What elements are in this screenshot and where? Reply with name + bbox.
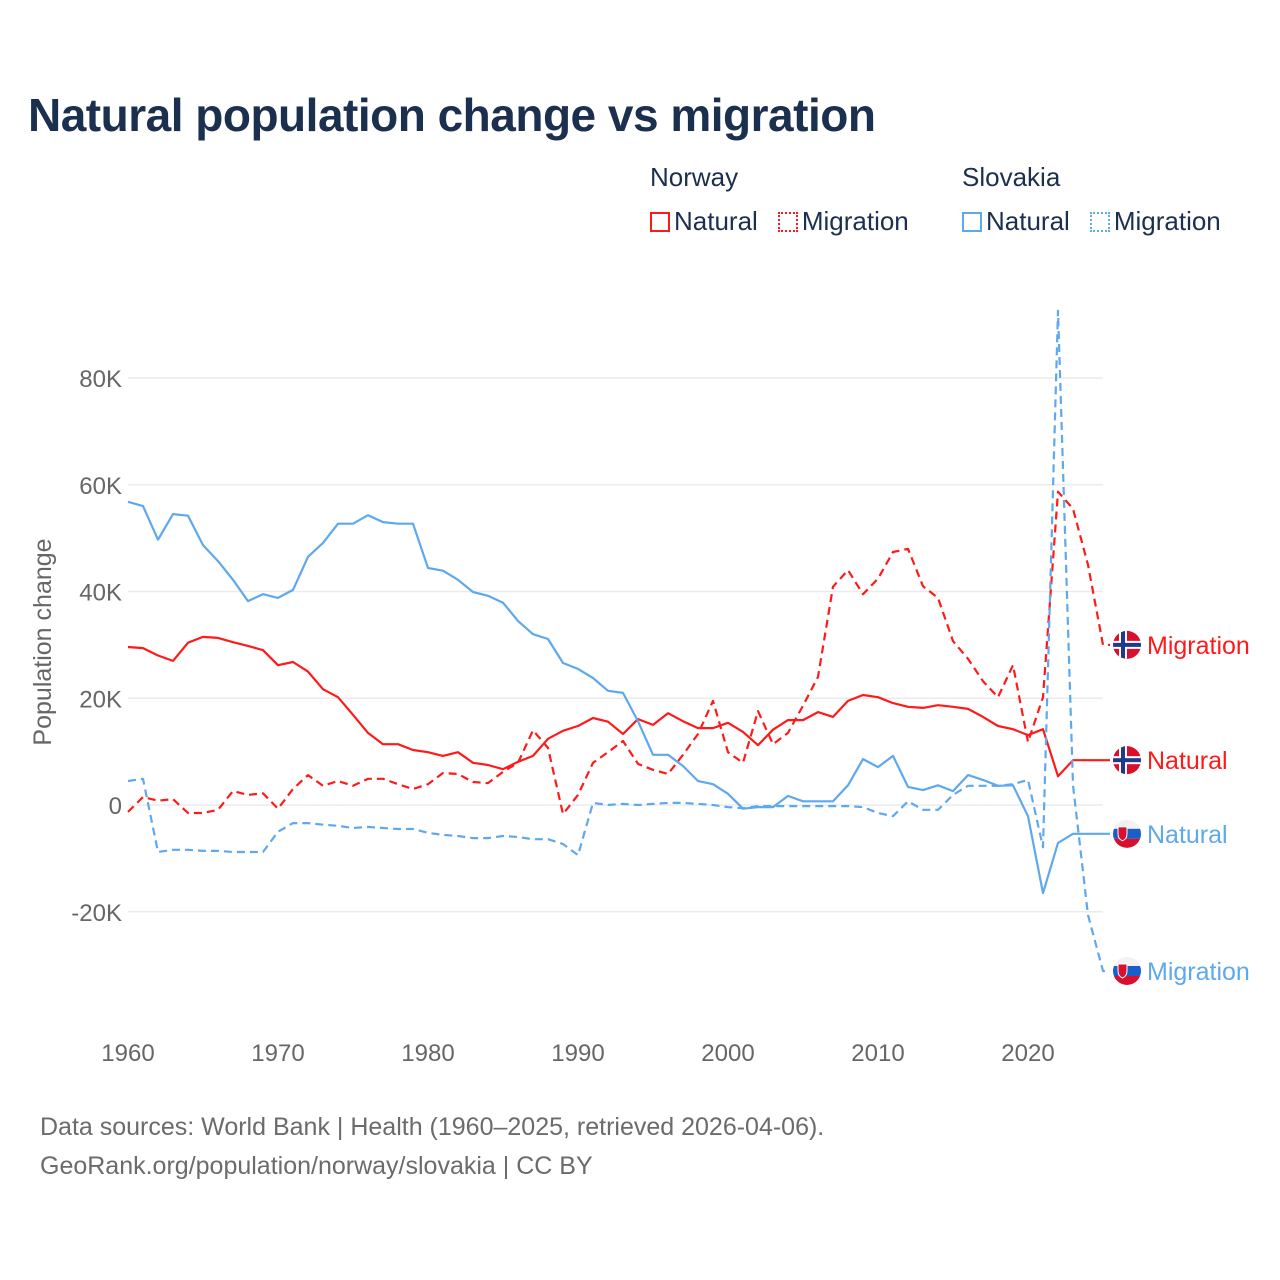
y-tick-label: -20K (71, 900, 122, 927)
legend-label: Natural (674, 206, 758, 236)
series-lines (127, 309, 1110, 973)
x-tick-label: 1970 (251, 1040, 304, 1067)
legend-slovakia-natural[interactable]: Natural (962, 206, 1070, 237)
y-tick-label: 80K (79, 366, 122, 393)
slovakia-flag-icon (1113, 819, 1141, 848)
legend-country-slovakia: Slovakia (962, 162, 1061, 192)
y-tick-label: 20K (79, 686, 122, 713)
slovakia-flag-icon (1113, 956, 1141, 985)
legend-norway-migration[interactable]: Migration (777, 206, 909, 237)
y-tick-label: 60K (79, 473, 122, 500)
end-label-norway-natural: Natural (1147, 747, 1228, 775)
legend-label: Migration (1113, 206, 1221, 236)
legend-label: Natural (986, 206, 1070, 236)
end-labels: Natural Migration Natural Migration (1113, 630, 1250, 986)
legend-swatch-solid-icon (650, 211, 670, 232)
legend-swatch-dotted-icon (1089, 211, 1110, 232)
x-tick-label: 2000 (701, 1040, 754, 1067)
end-label-slovakia-natural: Natural (1147, 821, 1228, 849)
legend-label: Migration (801, 206, 909, 236)
attribution-link[interactable]: GeoRank.org/population/norway/slovakia |… (40, 1152, 593, 1180)
x-tick-label: 1990 (551, 1040, 604, 1067)
legend-country-norway: Norway (650, 162, 739, 192)
data-source-text: Data sources: World Bank | Health (1960–… (40, 1113, 825, 1141)
norway-flag-icon (1113, 746, 1141, 775)
legend-swatch-dotted-icon (777, 211, 798, 232)
chart-title: Natural population change vs migration (28, 89, 876, 141)
legend-norway: Norway Natural Migration (650, 162, 929, 237)
x-tick-label: 1980 (401, 1040, 454, 1067)
end-label-norway-migration: Migration (1147, 632, 1250, 660)
series-line-norway-migration (127, 490, 1110, 816)
footer: Data sources: World Bank | Health (1960–… (40, 1108, 824, 1186)
legend-swatch-solid-icon (962, 211, 982, 232)
series-line-slovakia-natural (127, 500, 1110, 895)
legend-slovakia: Slovakia Natural Migration (962, 162, 1241, 237)
end-label-slovakia-migration: Migration (1147, 958, 1250, 986)
legend-slovakia-migration[interactable]: Migration (1089, 206, 1221, 237)
y-axis-ticks: 80K 60K 40K 20K 0 -20K (71, 366, 122, 927)
series-line-slovakia-migration (127, 309, 1110, 973)
x-tick-label: 2020 (1001, 1040, 1054, 1067)
y-tick-label: 40K (79, 580, 122, 607)
series-line-norway-natural (127, 635, 1110, 778)
legend-norway-natural[interactable]: Natural (650, 206, 758, 237)
y-tick-label: 0 (109, 793, 122, 820)
y-axis-label: Population change (29, 538, 57, 745)
x-tick-label: 2010 (851, 1040, 904, 1067)
x-axis-ticks: 1960 1970 1980 1990 2000 2010 2020 (101, 1040, 1054, 1067)
gridlines (128, 377, 1103, 913)
norway-flag-icon (1113, 630, 1141, 659)
x-tick-label: 1960 (101, 1040, 154, 1067)
